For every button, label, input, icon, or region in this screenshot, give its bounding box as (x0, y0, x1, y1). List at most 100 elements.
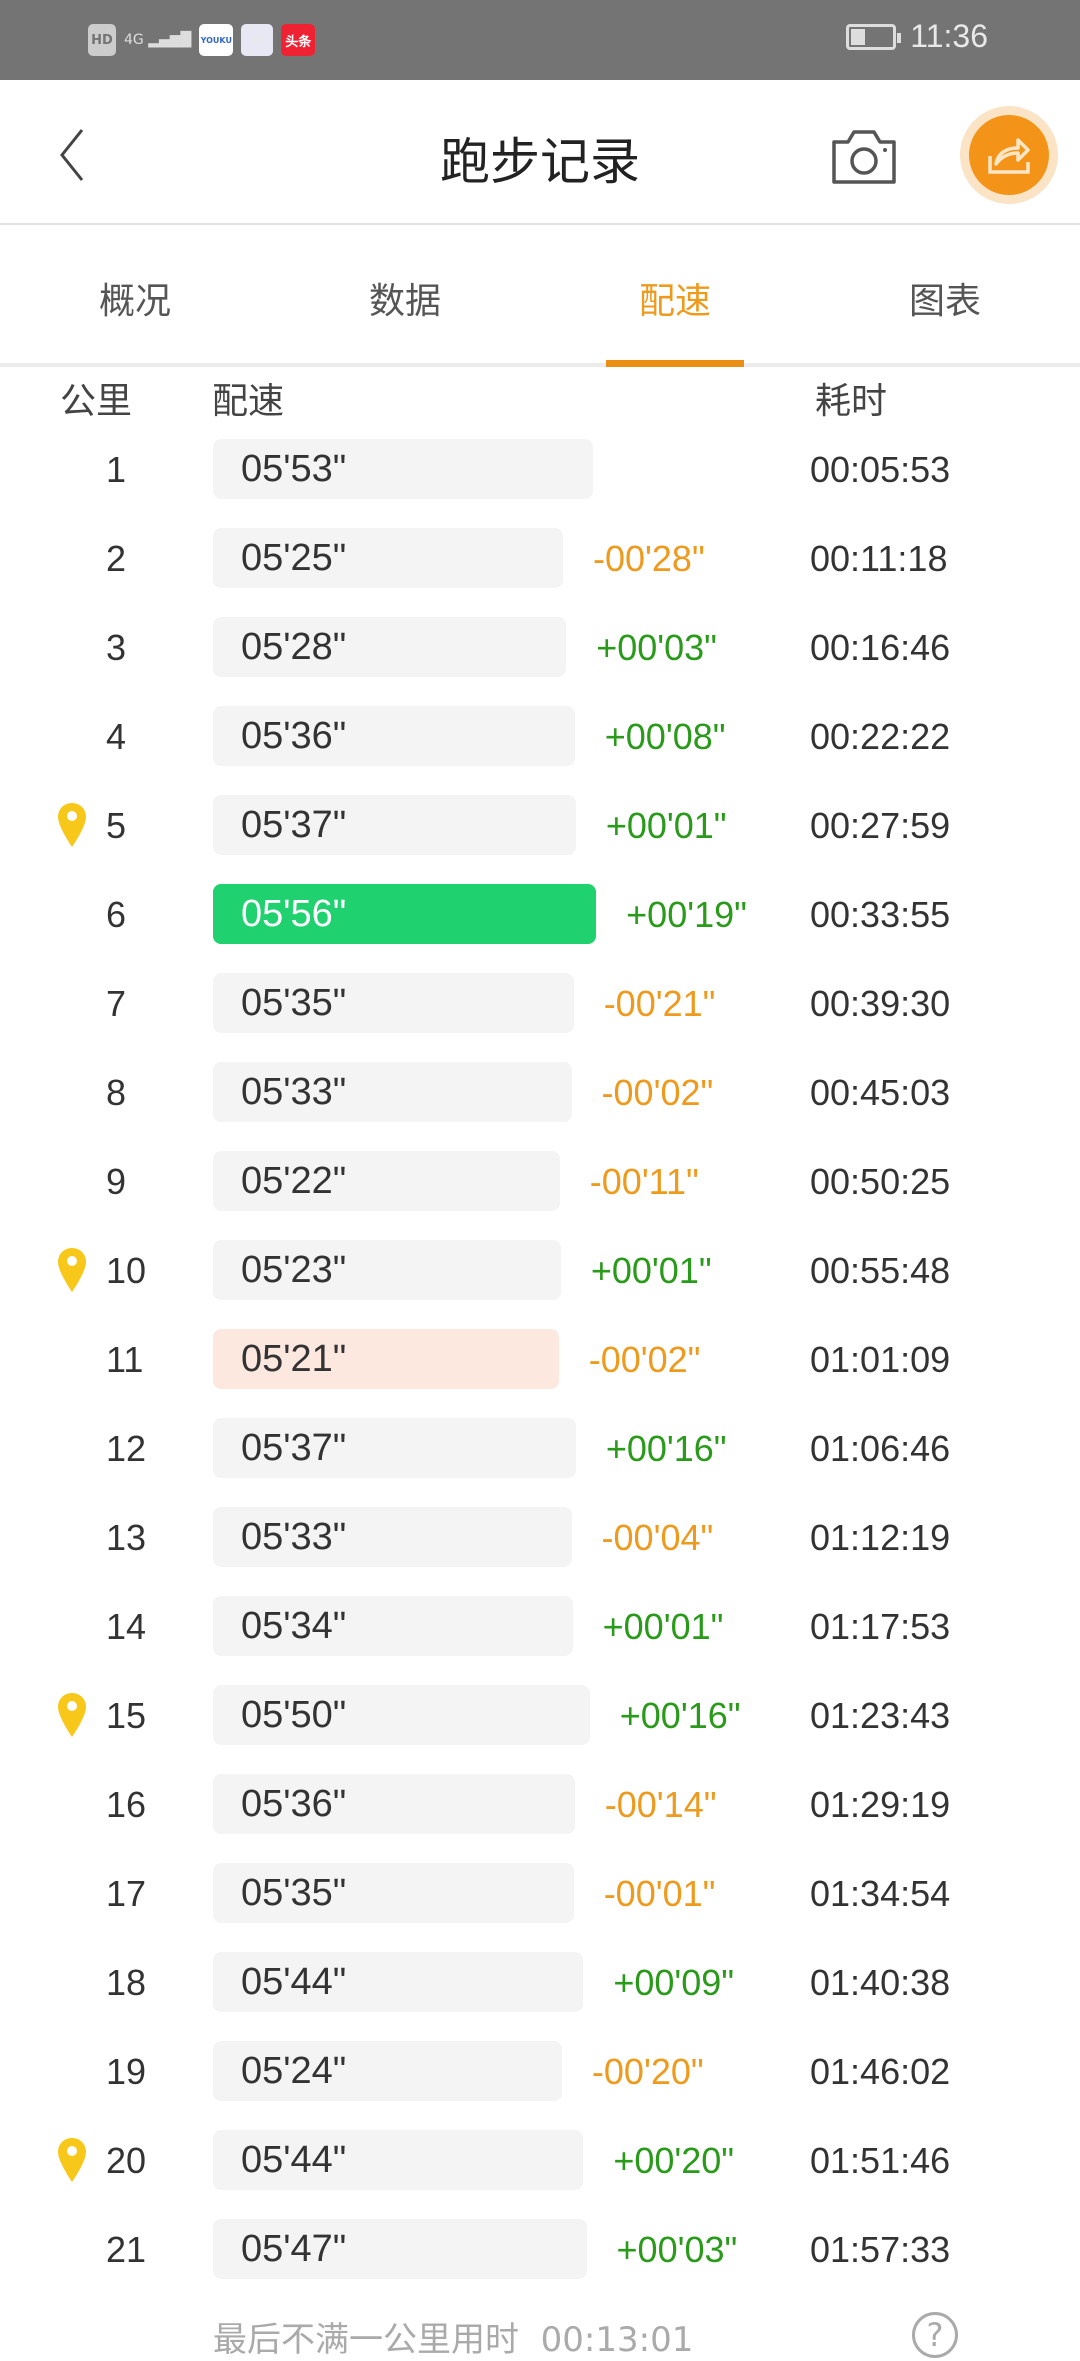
title-bar: 跑步记录 (0, 80, 1080, 225)
pace-delta: -00'11" (589, 1161, 699, 1202)
km-number: 12 (106, 1428, 147, 1469)
pace-delta: +00'19" (626, 894, 747, 935)
cumulative-time: 01:12:19 (810, 1517, 951, 1558)
km-number: 17 (106, 1873, 147, 1914)
pace-bar: 05'50" (213, 1685, 590, 1745)
clock: 11:36 (910, 18, 988, 54)
pace-delta: +00'08" (604, 716, 726, 757)
pace-bar: 05'25" (213, 528, 563, 588)
pace-delta: -00'14" (604, 1784, 717, 1825)
cumulative-time: 01:57:33 (810, 2229, 951, 2270)
pace-bar: 05'53" (213, 439, 593, 499)
cumulative-time: 01:06:46 (810, 1428, 951, 1469)
share-button[interactable] (960, 106, 1058, 204)
tab-chart[interactable]: 图表 (908, 281, 981, 322)
pace-row: 3 05'28" +00'03" 00:16:46 (0, 603, 1080, 692)
km-number: 6 (106, 894, 127, 935)
photos-app-icon: ✿ (241, 24, 274, 56)
pace-row: 11 05'21" -00'02" 01:01:09 (0, 1315, 1080, 1404)
pace-row: 19 05'24" -00'20" 01:46:02 (0, 2027, 1080, 2116)
cumulative-time: 01:46:02 (810, 2051, 951, 2092)
pace-row: 6 05'56" +00'19" 00:33:55 (0, 870, 1080, 959)
km-number: 16 (106, 1784, 147, 1825)
pace-delta: +00'01" (605, 805, 727, 846)
pace-bar: 05'23" (213, 1240, 561, 1300)
pace-row: 10 05'23" +00'01" 00:55:48 (0, 1226, 1080, 1315)
map-pin-icon (58, 1693, 86, 1737)
pace-bar: 05'56" (213, 884, 597, 944)
pace-row: 5 05'37" +00'01" 00:27:59 (0, 781, 1080, 870)
km-number: 9 (106, 1161, 127, 1202)
pace-delta: -00'21" (603, 983, 716, 1024)
tab-data[interactable]: 数据 (368, 281, 441, 322)
battery-icon (846, 23, 902, 50)
pace-row: 1 05'53" 00:05:53 (0, 425, 1080, 514)
last-partial-km: 最后不满一公里用时 00:13:01 (213, 2320, 694, 2360)
pace-delta: +00'03" (596, 627, 717, 668)
pace-bar: 05'28" (213, 617, 567, 677)
pace-row: 18 05'44" +00'09" 01:40:38 (0, 1938, 1080, 2027)
pace-delta: -00'04" (601, 1517, 714, 1558)
cumulative-time: 01:23:43 (810, 1695, 951, 1736)
km-number: 7 (106, 983, 127, 1024)
km-number: 3 (106, 627, 127, 668)
pace-bar: 05'34" (213, 1596, 573, 1656)
cumulative-time: 00:39:30 (810, 983, 951, 1024)
pace-delta: +00'20" (613, 2140, 735, 2181)
cumulative-time: 00:22:22 (810, 716, 951, 757)
pace-bar: 05'47" (213, 2219, 587, 2279)
page-title: 跑步记录 (440, 133, 640, 191)
km-number: 18 (106, 1962, 147, 2003)
km-number: 2 (106, 538, 127, 579)
cumulative-time: 00:16:46 (810, 627, 951, 668)
pace-bar: 05'37" (213, 795, 576, 855)
chevron-left-icon[interactable] (52, 120, 92, 190)
column-header-time: 耗时 (815, 381, 888, 422)
pace-delta: +00'01" (602, 1606, 724, 1647)
km-number: 14 (106, 1606, 147, 1647)
pace-delta: +00'16" (619, 1695, 741, 1736)
cumulative-time: 00:11:18 (810, 538, 948, 579)
camera-icon[interactable] (830, 128, 898, 186)
cumulative-time: 01:34:54 (810, 1873, 951, 1914)
cumulative-time: 01:17:53 (810, 1606, 951, 1647)
cumulative-time: 00:05:53 (810, 449, 951, 490)
km-number: 21 (106, 2229, 147, 2270)
pace-row: 14 05'34" +00'01" 01:17:53 (0, 1582, 1080, 1671)
cumulative-time: 00:45:03 (810, 1072, 951, 1113)
tab-pace[interactable]: 配速 (638, 281, 711, 322)
pace-bar: 05'36" (213, 706, 575, 766)
km-number: 5 (106, 805, 127, 846)
pace-row: 13 05'33" -00'04" 01:12:19 (0, 1493, 1080, 1582)
cumulative-time: 00:27:59 (810, 805, 951, 846)
pace-delta: +00'16" (605, 1428, 727, 1469)
km-number: 15 (106, 1695, 147, 1736)
toutiao-app-icon: 头条 (281, 24, 316, 56)
active-tab-indicator (606, 360, 744, 367)
pace-bar: 05'44" (213, 1952, 584, 2012)
pace-row: 8 05'33" -00'02" 00:45:03 (0, 1048, 1080, 1137)
pace-row: 2 05'25" -00'28" 00:11:18 (0, 514, 1080, 603)
pace-bar: 05'21" (213, 1329, 559, 1389)
km-number: 10 (106, 1250, 147, 1291)
cumulative-time: 00:55:48 (810, 1250, 951, 1291)
pace-row: 17 05'35" -00'01" 01:34:54 (0, 1849, 1080, 1938)
pace-row: 16 05'36" -00'14" 01:29:19 (0, 1760, 1080, 1849)
hd-icon: HD (88, 24, 116, 56)
map-pin-icon (58, 1248, 86, 1292)
pace-bar: 05'44" (213, 2130, 584, 2190)
tab-overview[interactable]: 概况 (98, 281, 171, 322)
signal-icon: 4G ▂▄▆█ (124, 32, 192, 48)
column-header-pace: 配速 (212, 381, 285, 422)
pace-delta: +00'03" (616, 2229, 738, 2270)
cumulative-time: 01:40:38 (810, 1962, 951, 2003)
km-number: 20 (106, 2140, 147, 2181)
pace-bar: 05'35" (213, 1863, 574, 1923)
pace-row: 12 05'37" +00'16" 01:06:46 (0, 1404, 1080, 1493)
km-number: 19 (106, 2051, 147, 2092)
map-pin-icon (58, 803, 86, 847)
pace-bar: 05'36" (213, 1774, 575, 1834)
pace-row: 7 05'35" -00'21" 00:39:30 (0, 959, 1080, 1048)
pace-bar: 05'37" (213, 1418, 576, 1478)
help-icon[interactable]: ? (912, 2312, 958, 2358)
